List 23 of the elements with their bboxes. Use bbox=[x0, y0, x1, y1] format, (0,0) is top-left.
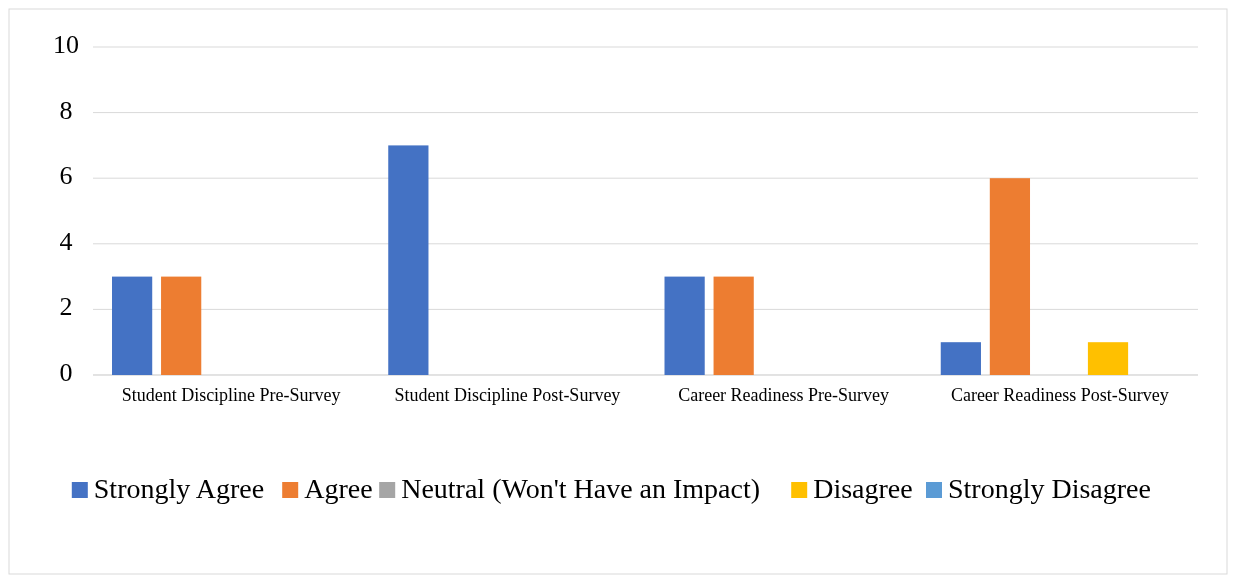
legend-label: Strongly Disagree bbox=[948, 473, 1151, 505]
y-tick-label: 0 bbox=[59, 357, 73, 387]
bar bbox=[713, 276, 754, 375]
legend-label: Strongly Agree bbox=[93, 473, 265, 505]
x-tick-label: Career Readiness Pre-Survey bbox=[678, 385, 890, 405]
bar bbox=[664, 276, 705, 375]
y-tick-label: 10 bbox=[53, 29, 79, 59]
legend-label: Agree bbox=[304, 473, 373, 505]
bar bbox=[989, 178, 1031, 375]
y-tick-label: 8 bbox=[59, 95, 73, 125]
bar bbox=[940, 342, 981, 375]
bar bbox=[1087, 342, 1129, 375]
x-tick-label: Student Discipline Pre-Survey bbox=[121, 385, 341, 405]
legend-label: Neutral (Won't Have an Impact) bbox=[401, 473, 761, 505]
x-tick-label: Career Readiness Post-Survey bbox=[950, 385, 1169, 405]
y-tick-label: 4 bbox=[59, 226, 73, 256]
legend-label: Disagree bbox=[813, 473, 913, 505]
x-tick-label: Student Discipline Post-Survey bbox=[394, 385, 621, 405]
y-tick-label: 6 bbox=[59, 161, 73, 191]
bar bbox=[161, 276, 202, 375]
bar bbox=[388, 145, 429, 375]
y-tick-label: 2 bbox=[59, 292, 73, 322]
bar bbox=[112, 276, 153, 375]
